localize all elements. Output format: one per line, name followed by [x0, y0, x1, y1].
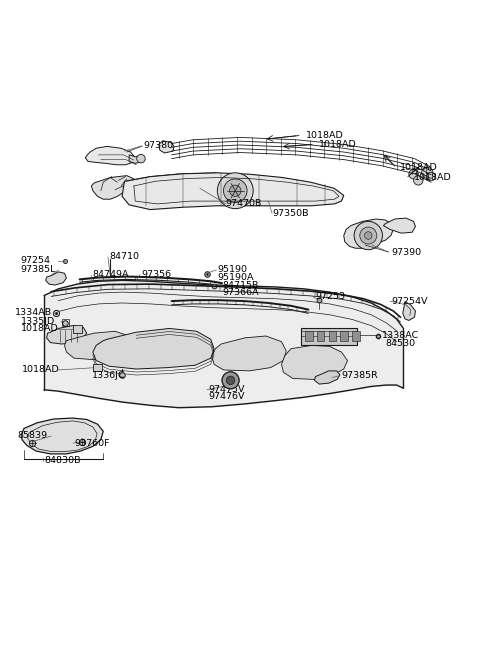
- Bar: [62, 320, 69, 326]
- Polygon shape: [212, 336, 286, 371]
- Bar: [305, 331, 312, 341]
- Circle shape: [217, 173, 253, 209]
- Bar: [352, 331, 360, 341]
- Text: 1334AB: 1334AB: [14, 308, 52, 317]
- Polygon shape: [47, 326, 87, 344]
- Text: 97254V: 97254V: [391, 297, 427, 306]
- Polygon shape: [46, 272, 66, 285]
- Polygon shape: [64, 331, 132, 360]
- Bar: [72, 325, 82, 333]
- Text: 84530: 84530: [385, 339, 415, 348]
- Circle shape: [224, 179, 247, 202]
- Text: 1018AD: 1018AD: [319, 140, 357, 149]
- Circle shape: [427, 172, 435, 181]
- Polygon shape: [384, 218, 416, 233]
- Text: 84715B: 84715B: [222, 281, 258, 290]
- Text: 97380: 97380: [144, 141, 173, 151]
- Text: 97470B: 97470B: [226, 199, 262, 208]
- Text: 97385L: 97385L: [21, 265, 56, 274]
- Polygon shape: [21, 418, 103, 454]
- Text: 95190A: 95190A: [217, 272, 254, 282]
- Text: 97253: 97253: [315, 292, 346, 301]
- Polygon shape: [91, 176, 134, 199]
- Text: 97350B: 97350B: [272, 209, 309, 218]
- Text: 1018AD: 1018AD: [306, 131, 344, 140]
- Text: 1335JD: 1335JD: [21, 317, 55, 326]
- Circle shape: [227, 376, 235, 384]
- Polygon shape: [122, 173, 344, 210]
- Polygon shape: [93, 328, 214, 369]
- Bar: [329, 331, 336, 341]
- Circle shape: [222, 372, 239, 389]
- Text: 84749A: 84749A: [93, 270, 129, 279]
- Circle shape: [354, 221, 383, 250]
- Polygon shape: [403, 301, 416, 320]
- Polygon shape: [281, 345, 348, 379]
- Text: 95190: 95190: [217, 265, 247, 274]
- Polygon shape: [301, 328, 357, 345]
- Bar: [317, 331, 324, 341]
- Text: 1338AC: 1338AC: [382, 331, 419, 339]
- Text: 1018AD: 1018AD: [414, 173, 451, 182]
- Polygon shape: [85, 146, 135, 165]
- Circle shape: [364, 232, 372, 239]
- Text: 97475V: 97475V: [208, 385, 244, 394]
- Text: 1018AD: 1018AD: [21, 324, 59, 333]
- Text: 1018AD: 1018AD: [22, 365, 60, 375]
- Text: 1336JC: 1336JC: [91, 371, 125, 380]
- Text: 85839: 85839: [17, 432, 48, 440]
- Text: 97254: 97254: [21, 257, 51, 265]
- Polygon shape: [129, 155, 144, 163]
- Circle shape: [226, 375, 235, 385]
- Text: 97476V: 97476V: [208, 392, 244, 402]
- Circle shape: [414, 176, 423, 185]
- Polygon shape: [159, 141, 174, 153]
- Bar: [93, 364, 102, 371]
- Circle shape: [229, 185, 241, 196]
- Text: 97366A: 97366A: [222, 288, 259, 297]
- Text: 1018AD: 1018AD: [400, 162, 438, 172]
- Text: 97385R: 97385R: [341, 371, 378, 380]
- Circle shape: [409, 170, 418, 179]
- Text: 93760F: 93760F: [74, 439, 109, 447]
- Text: 97390: 97390: [391, 248, 421, 257]
- Circle shape: [421, 167, 433, 178]
- Circle shape: [360, 227, 377, 244]
- Bar: [340, 331, 348, 341]
- Polygon shape: [344, 219, 393, 248]
- Text: 84710: 84710: [109, 252, 139, 261]
- Circle shape: [222, 372, 239, 389]
- Text: 97356: 97356: [141, 270, 171, 279]
- Circle shape: [137, 155, 145, 163]
- Polygon shape: [314, 371, 340, 384]
- Text: 84830B: 84830B: [44, 456, 81, 465]
